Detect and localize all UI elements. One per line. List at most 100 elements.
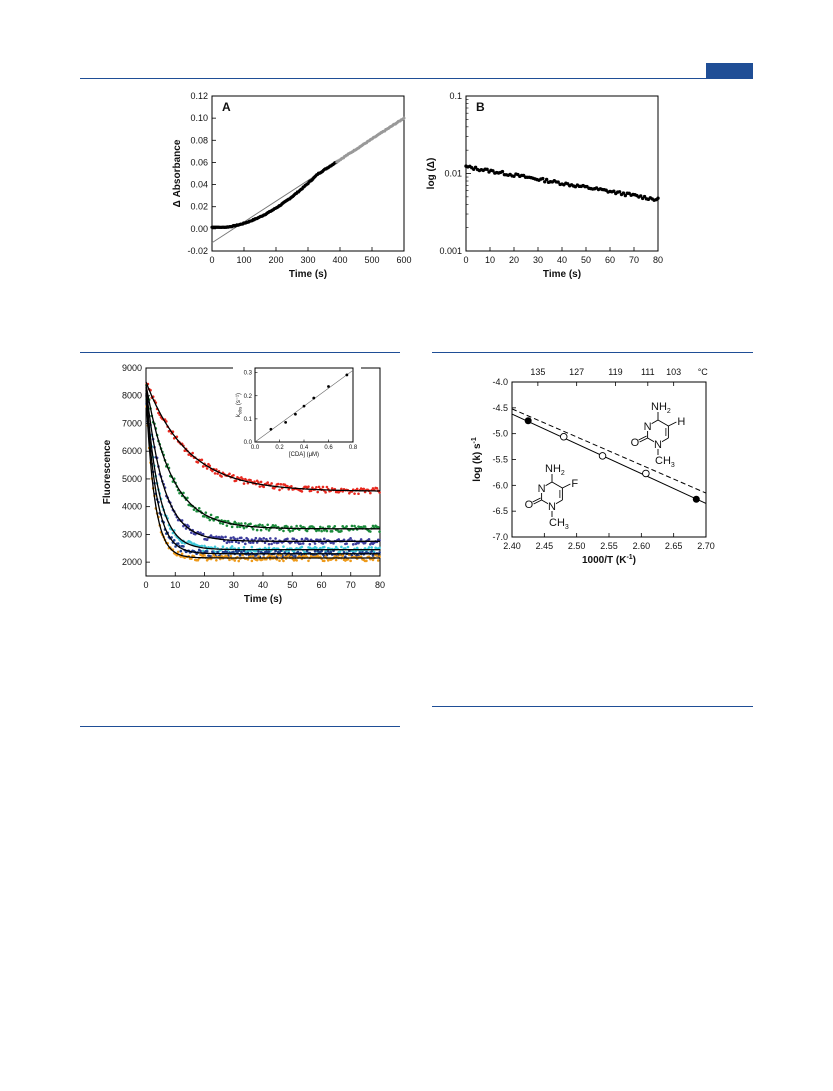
data-point — [263, 541, 267, 545]
y-tick-label: 0.02 — [190, 202, 208, 212]
data-point — [261, 558, 264, 561]
data-point — [201, 532, 205, 536]
data-point — [265, 527, 268, 531]
data-point — [274, 524, 277, 527]
data-point — [238, 554, 242, 557]
y-tick-label: -4.0 — [492, 377, 508, 387]
data-point — [258, 485, 262, 488]
data-point — [201, 465, 205, 468]
data-point — [321, 542, 325, 545]
data-point-open — [559, 433, 568, 441]
data-point — [290, 484, 293, 488]
data-point — [623, 193, 628, 198]
data-point — [182, 545, 185, 548]
data-point — [230, 540, 234, 544]
data-point-filled — [524, 417, 532, 425]
data-point — [179, 549, 183, 553]
x-tick-label: 300 — [300, 255, 315, 265]
data-point — [220, 475, 223, 478]
methyl-label: CH3 — [655, 455, 675, 469]
substituent-label: F — [571, 478, 578, 490]
data-point — [272, 546, 276, 550]
y-tick-label: 0.001 — [439, 246, 462, 256]
footer-rule-right — [432, 706, 753, 707]
x-tick-label: 2.45 — [536, 541, 554, 551]
data-point — [369, 491, 372, 495]
y-tick-label: 7000 — [122, 418, 142, 428]
x-tick-label: 10 — [170, 580, 180, 590]
data-point — [270, 482, 273, 485]
data-point — [279, 554, 283, 557]
data-point — [266, 481, 269, 484]
data-point — [378, 551, 381, 554]
data-point — [330, 529, 334, 533]
inset-data-point — [302, 404, 306, 408]
data-point — [216, 515, 219, 519]
data-point — [269, 537, 272, 540]
data-point — [322, 545, 326, 549]
carbonyl-bond — [638, 435, 647, 441]
x-tick-label: 2.60 — [633, 541, 651, 551]
data-point — [229, 536, 233, 540]
panel-letter: A — [222, 100, 231, 114]
data-point — [237, 522, 241, 525]
data-point — [300, 537, 304, 541]
data-point — [286, 484, 289, 488]
data-point — [370, 550, 373, 553]
data-point — [349, 559, 352, 563]
data-point — [325, 529, 329, 533]
data-point — [359, 538, 363, 541]
data-point — [279, 482, 283, 486]
data-point — [621, 191, 626, 195]
data-point — [307, 485, 310, 488]
data-point — [237, 559, 241, 563]
x-tick-label: 60 — [316, 580, 326, 590]
data-point — [612, 189, 616, 193]
data-point — [326, 550, 330, 553]
data-point — [197, 506, 201, 510]
data-point — [300, 545, 304, 549]
data-point — [246, 538, 250, 541]
data-point — [287, 549, 291, 553]
data-point — [322, 559, 326, 563]
data-point — [262, 537, 266, 540]
inset-data-point — [269, 427, 273, 431]
inset-data-point — [345, 373, 349, 377]
data-point — [292, 550, 296, 553]
data-point — [270, 554, 273, 558]
x-tick-label: 60 — [605, 255, 615, 265]
y-tick-label: -0.02 — [187, 246, 208, 256]
y-tick-label: 9000 — [122, 363, 142, 373]
y-axis-label: log (k) s-1 — [471, 437, 483, 482]
x-tick-label: 100 — [236, 255, 251, 265]
data-point — [232, 473, 235, 477]
data-point — [205, 538, 209, 542]
ring-n-label: N — [644, 421, 652, 433]
data-point — [351, 543, 355, 546]
data-point — [250, 538, 254, 541]
y-tick-label: -4.5 — [492, 403, 508, 413]
data-point — [367, 537, 371, 541]
data-point — [378, 491, 381, 494]
y-tick-label: 3000 — [122, 529, 142, 539]
data-point — [230, 525, 234, 529]
data-point — [233, 559, 237, 562]
data-point — [276, 554, 280, 557]
data-point — [349, 537, 352, 540]
data-point — [274, 549, 277, 553]
data-point — [196, 461, 200, 464]
data-point — [241, 477, 244, 481]
data-point — [228, 472, 231, 476]
data-point — [541, 176, 545, 181]
data-point — [345, 525, 348, 528]
inset-y-tick-label: 0.1 — [244, 417, 253, 423]
label-mask — [654, 439, 662, 449]
inset-y-tick-label: 0.2 — [244, 394, 253, 400]
data-point — [205, 467, 209, 470]
y-tick-label: -7.0 — [492, 532, 508, 542]
x-tick-label: 600 — [396, 255, 411, 265]
y-tick-label: -6.5 — [492, 506, 508, 516]
chart-d-frame — [511, 381, 707, 538]
data-point-open — [598, 452, 607, 460]
